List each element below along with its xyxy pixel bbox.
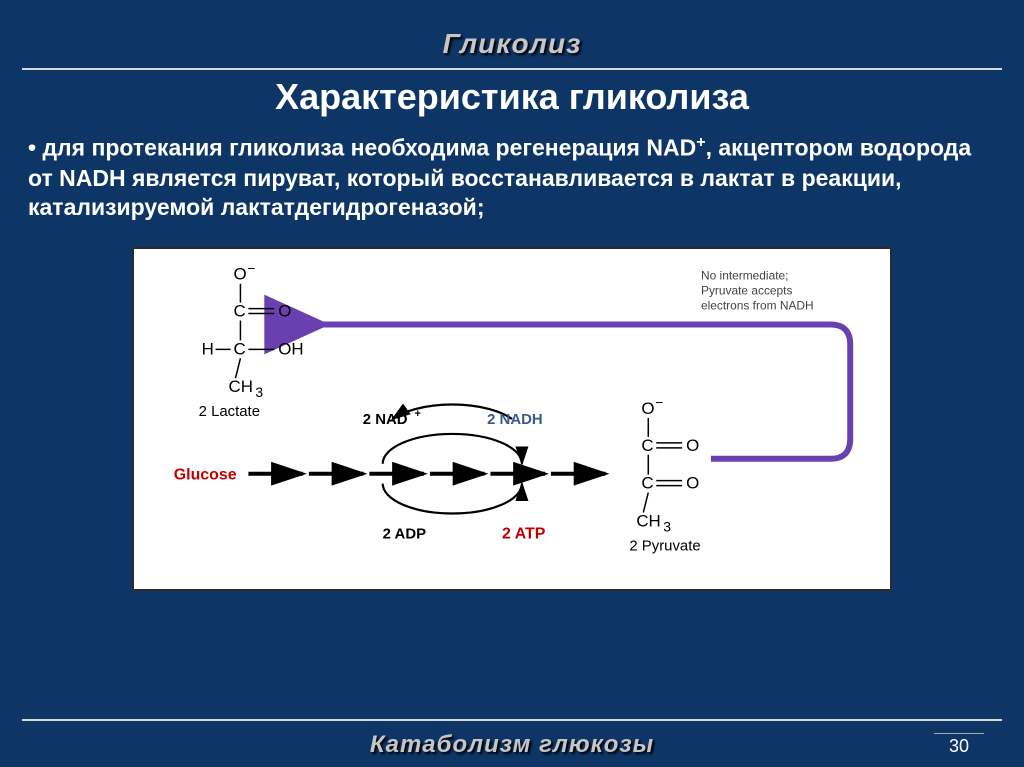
svg-text:2 ADP: 2 ADP bbox=[383, 526, 426, 543]
svg-text:O: O bbox=[686, 436, 699, 455]
svg-text:−: − bbox=[655, 394, 663, 410]
svg-text:−: − bbox=[247, 260, 255, 276]
svg-text:2 Pyruvate: 2 Pyruvate bbox=[629, 538, 700, 555]
subtitle: Характеристика гликолиза bbox=[0, 76, 1024, 118]
bullet-text: • для протекания гликолиза необходима ре… bbox=[28, 132, 996, 223]
svg-text:C: C bbox=[641, 474, 653, 493]
svg-text:C: C bbox=[233, 340, 245, 359]
svg-text:electrons from NADH: electrons from NADH bbox=[701, 299, 814, 313]
svg-text:CH: CH bbox=[229, 377, 253, 396]
diagram-container: Glucose2 NAD+2 NADH2 ADP2 ATPO−COCOHHCH3… bbox=[132, 247, 892, 591]
footer-rule bbox=[22, 719, 1002, 721]
glycolysis-diagram: Glucose2 NAD+2 NADH2 ADP2 ATPO−COCOHHCH3… bbox=[134, 249, 890, 589]
svg-text:Glucose: Glucose bbox=[174, 467, 237, 484]
svg-text:2 NADH: 2 NADH bbox=[487, 411, 543, 428]
page-number: 30 bbox=[934, 733, 984, 757]
svg-text:3: 3 bbox=[663, 519, 671, 535]
svg-text:C: C bbox=[233, 302, 245, 321]
header-title: Гликолиз bbox=[0, 28, 1024, 60]
footer-title: Катаболизм глюкозы bbox=[0, 731, 1024, 759]
svg-text:2 ATP: 2 ATP bbox=[502, 526, 546, 543]
svg-text:No intermediate;: No intermediate; bbox=[701, 269, 788, 283]
svg-text:O: O bbox=[686, 474, 699, 493]
svg-text:3: 3 bbox=[255, 384, 263, 400]
svg-text:2 Lactate: 2 Lactate bbox=[199, 403, 260, 420]
svg-text:O: O bbox=[233, 265, 246, 284]
svg-text:C: C bbox=[641, 436, 653, 455]
svg-text:Pyruvate accepts: Pyruvate accepts bbox=[701, 284, 792, 298]
svg-text:+: + bbox=[415, 408, 421, 420]
svg-text:OH: OH bbox=[278, 340, 303, 359]
svg-text:H: H bbox=[202, 340, 214, 359]
header-rule bbox=[22, 68, 1002, 70]
svg-text:2 NAD: 2 NAD bbox=[363, 411, 408, 428]
svg-text:CH: CH bbox=[636, 512, 660, 531]
svg-text:O: O bbox=[278, 302, 291, 321]
svg-text:O: O bbox=[641, 399, 654, 418]
